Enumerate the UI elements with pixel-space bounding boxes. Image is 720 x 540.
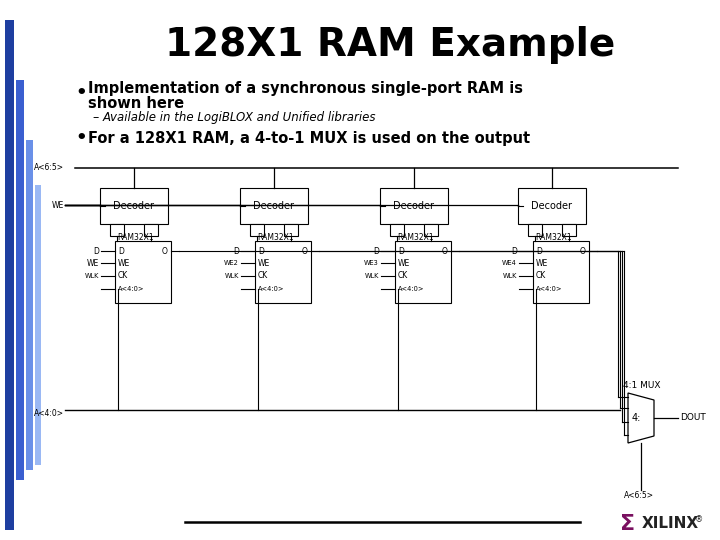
Text: For a 128X1 RAM, a 4-to-1 MUX is used on the output: For a 128X1 RAM, a 4-to-1 MUX is used on…: [88, 131, 530, 145]
Bar: [5, 20, 14, 530]
Text: O: O: [442, 246, 448, 255]
Bar: [562, 224, 576, 236]
Text: DOUT: DOUT: [680, 414, 706, 422]
Text: CK: CK: [258, 272, 269, 280]
Text: CK: CK: [118, 272, 128, 280]
Text: ®: ®: [695, 516, 703, 524]
Text: A<4:0>: A<4:0>: [34, 409, 64, 418]
Text: WE: WE: [86, 259, 99, 267]
Bar: [518, 188, 586, 224]
Bar: [16, 80, 24, 480]
Text: CK: CK: [398, 272, 408, 280]
Text: Implementation of a synchronous single-port RAM is: Implementation of a synchronous single-p…: [88, 80, 523, 96]
Text: A<6:5>: A<6:5>: [34, 164, 64, 172]
Text: A<4:0>: A<4:0>: [258, 286, 284, 292]
Text: D: D: [118, 246, 124, 255]
Text: A<4:0>: A<4:0>: [398, 286, 425, 292]
Text: D: D: [233, 246, 239, 255]
Text: A<4:0>: A<4:0>: [536, 286, 562, 292]
Text: Decoder: Decoder: [253, 201, 294, 211]
Text: RAM32X1: RAM32X1: [117, 233, 153, 241]
Text: WLK: WLK: [364, 273, 379, 279]
Text: shown here: shown here: [88, 96, 184, 111]
Text: RAM32X1: RAM32X1: [535, 233, 572, 241]
Text: WE3: WE3: [364, 260, 379, 266]
Bar: [110, 224, 124, 236]
Text: WE2: WE2: [224, 260, 239, 266]
Text: 128X1 RAM Example: 128X1 RAM Example: [165, 26, 615, 64]
Bar: [395, 241, 451, 303]
Text: RAM32X1: RAM32X1: [257, 233, 294, 241]
Bar: [533, 241, 589, 303]
Text: Σ: Σ: [621, 514, 636, 534]
Text: D: D: [93, 246, 99, 255]
Text: WLK: WLK: [85, 273, 99, 279]
Text: WE: WE: [398, 259, 410, 267]
Text: WE: WE: [118, 259, 130, 267]
Text: –: –: [92, 111, 98, 125]
Polygon shape: [628, 393, 654, 443]
Text: •: •: [75, 129, 86, 147]
Text: WE: WE: [536, 259, 548, 267]
Bar: [380, 188, 448, 224]
Bar: [284, 224, 298, 236]
Text: A<4:0>: A<4:0>: [118, 286, 145, 292]
Text: O: O: [162, 246, 168, 255]
Text: Decoder: Decoder: [114, 201, 155, 211]
Text: RAM32X1: RAM32X1: [397, 233, 433, 241]
Text: O: O: [580, 246, 586, 255]
Text: WE: WE: [258, 259, 270, 267]
Bar: [100, 188, 168, 224]
Text: O: O: [302, 246, 308, 255]
Text: D: D: [511, 246, 517, 255]
Bar: [240, 188, 308, 224]
Text: D: D: [258, 246, 264, 255]
Bar: [390, 224, 404, 236]
Text: D: D: [398, 246, 404, 255]
Text: 4:1 MUX: 4:1 MUX: [623, 381, 660, 389]
Text: D: D: [536, 246, 542, 255]
Text: WE: WE: [52, 200, 64, 210]
Bar: [144, 224, 158, 236]
Text: •: •: [75, 84, 86, 102]
Text: Decoder: Decoder: [394, 201, 434, 211]
Text: XILINX: XILINX: [642, 516, 698, 531]
Bar: [528, 224, 542, 236]
Text: 4:: 4:: [632, 413, 642, 423]
Text: WLK: WLK: [503, 273, 517, 279]
Text: WLK: WLK: [225, 273, 239, 279]
Text: Available in the LogiBLOX and Unified libraries: Available in the LogiBLOX and Unified li…: [103, 111, 377, 125]
Bar: [115, 241, 171, 303]
Text: Decoder: Decoder: [531, 201, 572, 211]
Bar: [255, 241, 311, 303]
Bar: [250, 224, 264, 236]
Text: A<6:5>: A<6:5>: [624, 491, 654, 501]
Bar: [424, 224, 438, 236]
Text: WE4: WE4: [502, 260, 517, 266]
Bar: [35, 185, 41, 465]
Bar: [26, 140, 33, 470]
Text: CK: CK: [536, 272, 546, 280]
Text: D: D: [373, 246, 379, 255]
